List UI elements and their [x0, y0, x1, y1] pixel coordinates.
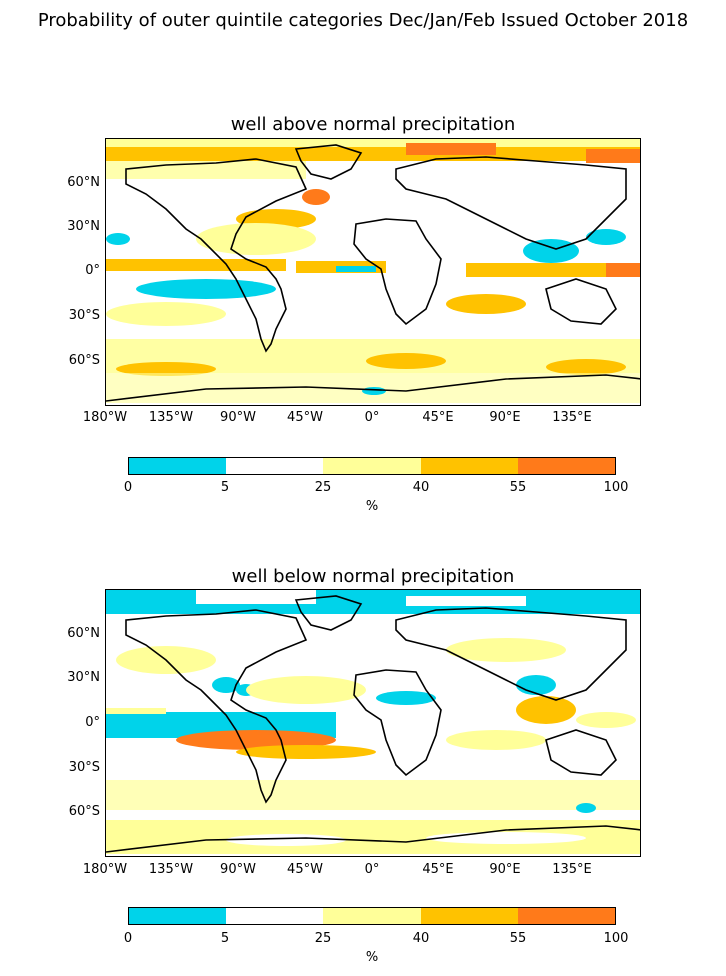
- colorbar-unit: %: [365, 499, 379, 514]
- colorbar-tick-25: 25: [314, 480, 332, 495]
- colorbar-segment-5-25: [226, 908, 324, 924]
- probability-shading-below: [106, 590, 640, 854]
- map-well-below: [105, 589, 641, 857]
- lat-label-60n: 60°N: [67, 175, 100, 190]
- panel-1-title: well above normal precipitation: [230, 114, 516, 135]
- lon-label-45w: 45°W: [287, 862, 323, 877]
- lon-label-45e: 45°E: [422, 410, 454, 425]
- lon-label-135w: 135°W: [148, 410, 194, 425]
- lat-label-60s: 60°S: [68, 353, 100, 368]
- colorbar-tick-25: 25: [314, 931, 332, 946]
- colorbar-segment-0-5: [129, 908, 227, 924]
- lat-label-30n: 30°N: [67, 670, 100, 685]
- lon-label-90e: 90°E: [489, 862, 521, 877]
- lon-label-180w: 180°W: [82, 410, 128, 425]
- colorbar-tick-0: 0: [123, 480, 133, 495]
- colorbar-above: [128, 457, 616, 475]
- colorbar-segment-25-40: [323, 458, 421, 474]
- colorbar-segment-55-100: [517, 458, 616, 474]
- lat-label-0: 0°: [85, 715, 100, 730]
- lon-label-90e: 90°E: [489, 410, 521, 425]
- lon-label-135w: 135°W: [148, 862, 194, 877]
- colorbar-tick-5: 5: [220, 480, 230, 495]
- lat-label-60s: 60°S: [68, 804, 100, 819]
- lon-label-0: 0°: [364, 410, 380, 425]
- colorbar-tick-40: 40: [412, 931, 430, 946]
- colorbar-segment-40-55: [420, 908, 518, 924]
- lon-label-180w: 180°W: [82, 862, 128, 877]
- colorbar-tick-40: 40: [412, 480, 430, 495]
- colorbar-tick-100: 100: [603, 931, 629, 946]
- coastlines-above: [106, 144, 640, 402]
- colorbar-tick-55: 55: [509, 480, 527, 495]
- colorbar-tick-55: 55: [509, 931, 527, 946]
- colorbar-segment-5-25: [226, 458, 324, 474]
- coastlines-below: [106, 595, 640, 853]
- lat-label-30s: 30°S: [68, 308, 100, 323]
- lat-label-60n: 60°N: [67, 626, 100, 641]
- lat-label-0: 0°: [85, 263, 100, 278]
- lon-label-135e: 135°E: [552, 862, 592, 877]
- panel-2-title: well below normal precipitation: [231, 566, 515, 587]
- colorbar-segment-25-40: [323, 908, 421, 924]
- lon-label-45w: 45°W: [287, 410, 323, 425]
- map-well-above-canvas: [106, 139, 640, 403]
- colorbar-segment-0-5: [129, 458, 227, 474]
- probability-shading-above: [106, 139, 640, 403]
- lon-label-0: 0°: [364, 862, 380, 877]
- figure-title: Probability of outer quintile categories…: [37, 10, 689, 31]
- lat-label-30n: 30°N: [67, 219, 100, 234]
- map-well-below-canvas: [106, 590, 640, 854]
- lon-label-45e: 45°E: [422, 862, 454, 877]
- colorbar-tick-5: 5: [220, 931, 230, 946]
- map-well-above: [105, 138, 641, 406]
- colorbar-segment-40-55: [420, 458, 518, 474]
- colorbar-tick-0: 0: [123, 931, 133, 946]
- colorbar-segment-55-100: [517, 908, 616, 924]
- lon-label-135e: 135°E: [552, 410, 592, 425]
- lon-label-90w: 90°W: [220, 410, 256, 425]
- colorbar-unit: %: [365, 950, 379, 965]
- lon-label-90w: 90°W: [220, 862, 256, 877]
- lat-label-30s: 30°S: [68, 760, 100, 775]
- colorbar-below: [128, 907, 616, 925]
- colorbar-tick-100: 100: [603, 480, 629, 495]
